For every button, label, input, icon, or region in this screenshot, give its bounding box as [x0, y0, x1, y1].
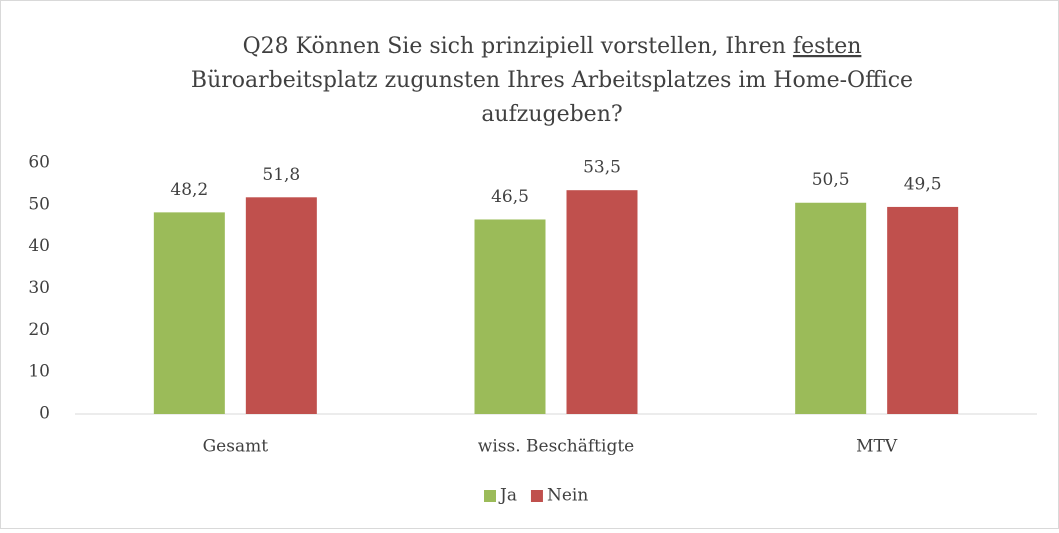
- y-tick-label: 40: [28, 236, 50, 256]
- legend-label: Ja: [498, 486, 517, 506]
- legend-label: Nein: [547, 486, 588, 506]
- title-text: festen: [793, 34, 861, 59]
- legend-swatch: [484, 490, 496, 502]
- x-tick-label: MTV: [856, 437, 898, 457]
- bar: [887, 206, 959, 414]
- data-label: 51,8: [262, 165, 300, 185]
- title-text: Q28 Können Sie sich prinzipiell vorstell…: [243, 34, 793, 59]
- chart-title: Büroarbeitsplatz zugunsten Ihres Arbeits…: [191, 68, 913, 93]
- data-label: 48,2: [170, 180, 208, 200]
- data-label: 46,5: [491, 187, 529, 207]
- data-label: 53,5: [583, 158, 621, 178]
- x-tick-label: Gesamt: [203, 437, 269, 457]
- data-label: 49,5: [904, 174, 942, 194]
- x-tick-label: wiss. Beschäftigte: [478, 437, 634, 457]
- y-tick-label: 30: [28, 278, 50, 298]
- chart-title: aufzugeben?: [481, 102, 622, 127]
- bar: [566, 190, 638, 414]
- bar: [245, 197, 317, 414]
- chart-title: Q28 Können Sie sich prinzipiell vorstell…: [243, 34, 862, 59]
- bar: [153, 212, 225, 414]
- data-label: 50,5: [812, 170, 850, 190]
- y-tick-label: 60: [28, 153, 50, 173]
- y-tick-label: 10: [28, 362, 50, 382]
- legend-swatch: [530, 490, 543, 502]
- y-tick-label: 20: [28, 320, 50, 340]
- y-tick-label: 50: [28, 194, 50, 214]
- bar: [795, 202, 867, 414]
- y-tick-label: 0: [39, 404, 50, 424]
- bar: [474, 219, 546, 414]
